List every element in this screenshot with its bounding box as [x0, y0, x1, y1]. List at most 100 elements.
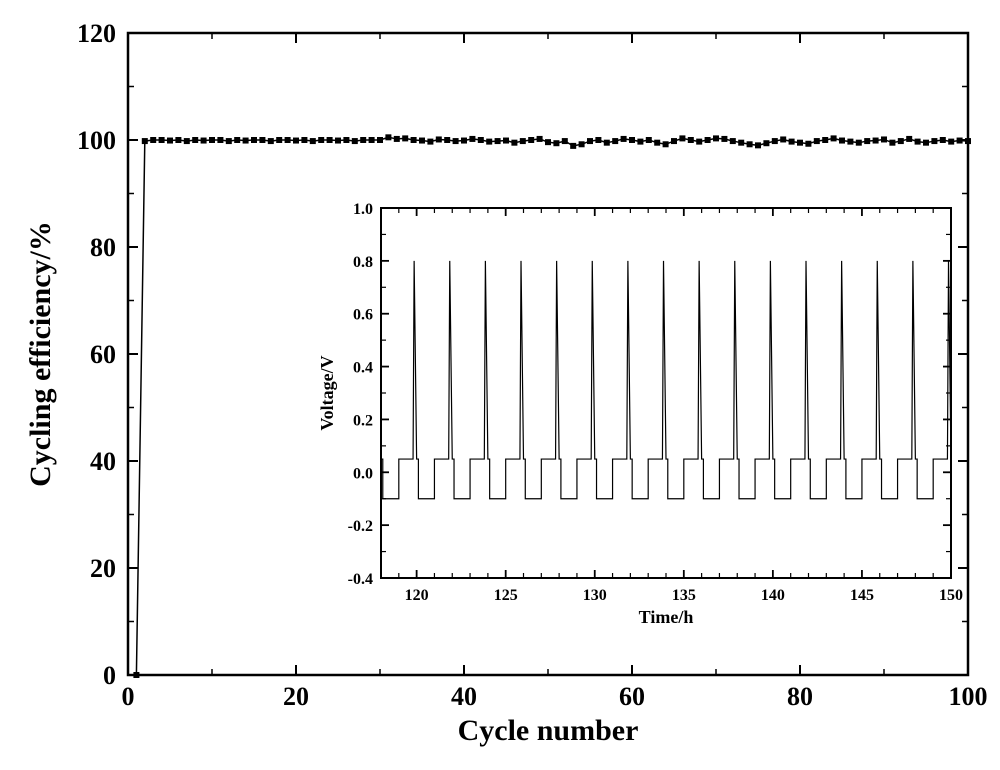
- outer-data-marker: [335, 138, 341, 144]
- outer-data-marker: [839, 138, 845, 144]
- outer-data-marker: [511, 140, 517, 146]
- inset-ytick-label: 0.0: [353, 465, 373, 482]
- outer-ytick-label: 0: [103, 661, 116, 690]
- outer-data-marker: [915, 139, 921, 145]
- inset-xtick-label: 130: [583, 587, 607, 604]
- outer-data-marker: [587, 138, 593, 144]
- outer-xtick-label: 40: [451, 682, 477, 711]
- inset-ytick-label: 0.6: [353, 307, 373, 324]
- outer-data-marker: [209, 137, 215, 143]
- outer-data-marker: [822, 137, 828, 143]
- outer-data-marker: [595, 137, 601, 143]
- outer-data-marker: [537, 136, 543, 142]
- outer-data-marker: [755, 142, 761, 148]
- inset-ytick-label: -0.4: [348, 571, 373, 588]
- outer-data-marker: [377, 137, 383, 143]
- outer-data-marker: [780, 136, 786, 142]
- outer-xlabel: Cycle number: [458, 714, 639, 747]
- outer-data-marker: [343, 137, 349, 143]
- outer-data-marker: [579, 141, 585, 147]
- outer-data-marker: [411, 137, 417, 143]
- outer-data-marker: [889, 140, 895, 146]
- outer-data-marker: [957, 138, 963, 144]
- inset-xlabel: Time/h: [639, 607, 694, 627]
- outer-ytick-label: 100: [77, 126, 116, 155]
- outer-data-marker: [570, 143, 576, 149]
- inset-ytick-label: 0.2: [353, 412, 373, 429]
- inset-ytick-label: 0.4: [353, 360, 373, 377]
- outer-ytick-label: 60: [90, 340, 116, 369]
- outer-data-marker: [251, 137, 257, 143]
- outer-data-marker: [805, 141, 811, 147]
- outer-data-marker: [856, 140, 862, 146]
- inset-ytick-label: 0.8: [353, 254, 373, 271]
- outer-xtick-label: 0: [122, 682, 135, 711]
- outer-data-marker: [276, 137, 282, 143]
- outer-data-marker: [385, 134, 391, 140]
- outer-data-marker: [486, 139, 492, 145]
- outer-data-marker: [654, 140, 660, 146]
- outer-data-marker: [923, 140, 929, 146]
- outer-data-marker: [898, 138, 904, 144]
- outer-data-marker: [679, 135, 685, 141]
- inset-ytick-label: 1.0: [353, 201, 373, 218]
- outer-data-marker: [528, 137, 534, 143]
- outer-data-marker: [495, 138, 501, 144]
- outer-data-marker: [427, 139, 433, 145]
- outer-data-marker: [285, 137, 291, 143]
- outer-data-marker: [469, 136, 475, 142]
- outer-data-marker: [881, 136, 887, 142]
- outer-data-marker: [226, 138, 232, 144]
- outer-data-marker: [705, 137, 711, 143]
- outer-data-marker: [217, 137, 223, 143]
- outer-ytick-label: 80: [90, 233, 116, 262]
- outer-xtick-label: 20: [283, 682, 309, 711]
- outer-data-marker: [931, 138, 937, 144]
- outer-data-marker: [688, 137, 694, 143]
- outer-data-marker: [142, 138, 148, 144]
- outer-data-marker: [663, 141, 669, 147]
- outer-data-marker: [360, 137, 366, 143]
- outer-data-marker: [730, 138, 736, 144]
- main-chart-svg: 020406080100020406080100120Cycle numberC…: [0, 0, 1000, 770]
- outer-data-marker: [864, 138, 870, 144]
- outer-data-marker: [612, 138, 618, 144]
- outer-data-marker: [965, 138, 971, 144]
- outer-ytick-label: 120: [77, 19, 116, 48]
- outer-data-marker: [553, 140, 559, 146]
- outer-data-marker: [747, 141, 753, 147]
- outer-data-marker: [327, 137, 333, 143]
- inset-xtick-label: 140: [761, 587, 785, 604]
- outer-data-marker: [671, 138, 677, 144]
- outer-data-marker: [721, 136, 727, 142]
- outer-data-marker: [259, 137, 265, 143]
- outer-data-marker: [444, 137, 450, 143]
- outer-data-marker: [369, 137, 375, 143]
- inset-plot-area: [381, 208, 951, 578]
- outer-data-marker: [453, 138, 459, 144]
- inset-xtick-label: 135: [672, 587, 696, 604]
- outer-ytick-label: 40: [90, 447, 116, 476]
- outer-data-marker: [461, 138, 467, 144]
- outer-data-marker: [150, 137, 156, 143]
- outer-data-marker: [797, 140, 803, 146]
- outer-data-marker: [814, 138, 820, 144]
- outer-data-marker: [940, 137, 946, 143]
- outer-data-marker: [419, 138, 425, 144]
- outer-data-marker: [948, 139, 954, 145]
- outer-data-marker: [621, 136, 627, 142]
- outer-data-marker: [175, 137, 181, 143]
- outer-data-marker: [562, 138, 568, 144]
- outer-data-marker: [503, 138, 509, 144]
- outer-data-marker: [637, 139, 643, 145]
- outer-data-marker: [906, 136, 912, 142]
- outer-data-marker: [352, 138, 358, 144]
- outer-data-marker: [159, 137, 165, 143]
- outer-data-marker: [604, 140, 610, 146]
- inset-ylabel: Voltage/V: [317, 355, 337, 430]
- outer-xtick-label: 60: [619, 682, 645, 711]
- outer-data-marker: [789, 139, 795, 145]
- outer-xtick-label: 100: [949, 682, 988, 711]
- inset-xtick-label: 125: [494, 587, 518, 604]
- outer-data-marker: [318, 137, 324, 143]
